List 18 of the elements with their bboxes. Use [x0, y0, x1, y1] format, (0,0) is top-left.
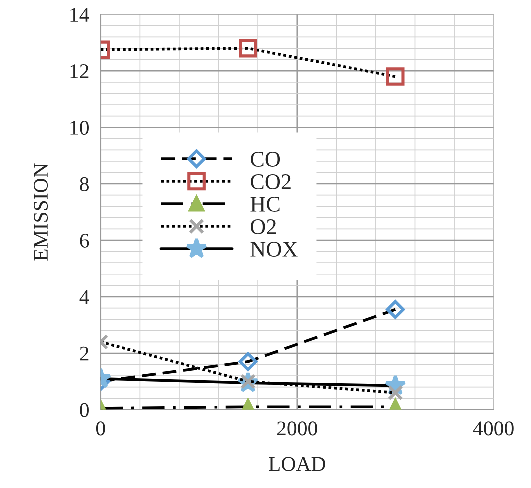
y-tick-label: 8 [80, 177, 89, 192]
legend-label: CO2 [251, 174, 291, 190]
y-axis-title: EMISSION [34, 164, 48, 261]
y-tick-label: 12 [70, 64, 89, 78]
x-tick-label: 4000 [473, 422, 514, 436]
y-tick-label: 0 [80, 403, 89, 418]
y-tick-label: 6 [80, 234, 90, 248]
legend-label: NOX [250, 242, 298, 257]
legend-label: CO [251, 152, 280, 167]
y-tick-label: 14 [70, 8, 90, 22]
x-axis-title: LOAD [269, 457, 326, 472]
x-tick-label: 2000 [277, 422, 318, 436]
y-tick-label: 10 [70, 120, 89, 136]
x-tick-label: 0 [96, 422, 106, 436]
legend-label: HC [250, 197, 280, 212]
y-tick-label: 2 [80, 346, 89, 361]
legend-label: O2 [251, 220, 276, 234]
y-tick-label: 4 [80, 290, 90, 304]
